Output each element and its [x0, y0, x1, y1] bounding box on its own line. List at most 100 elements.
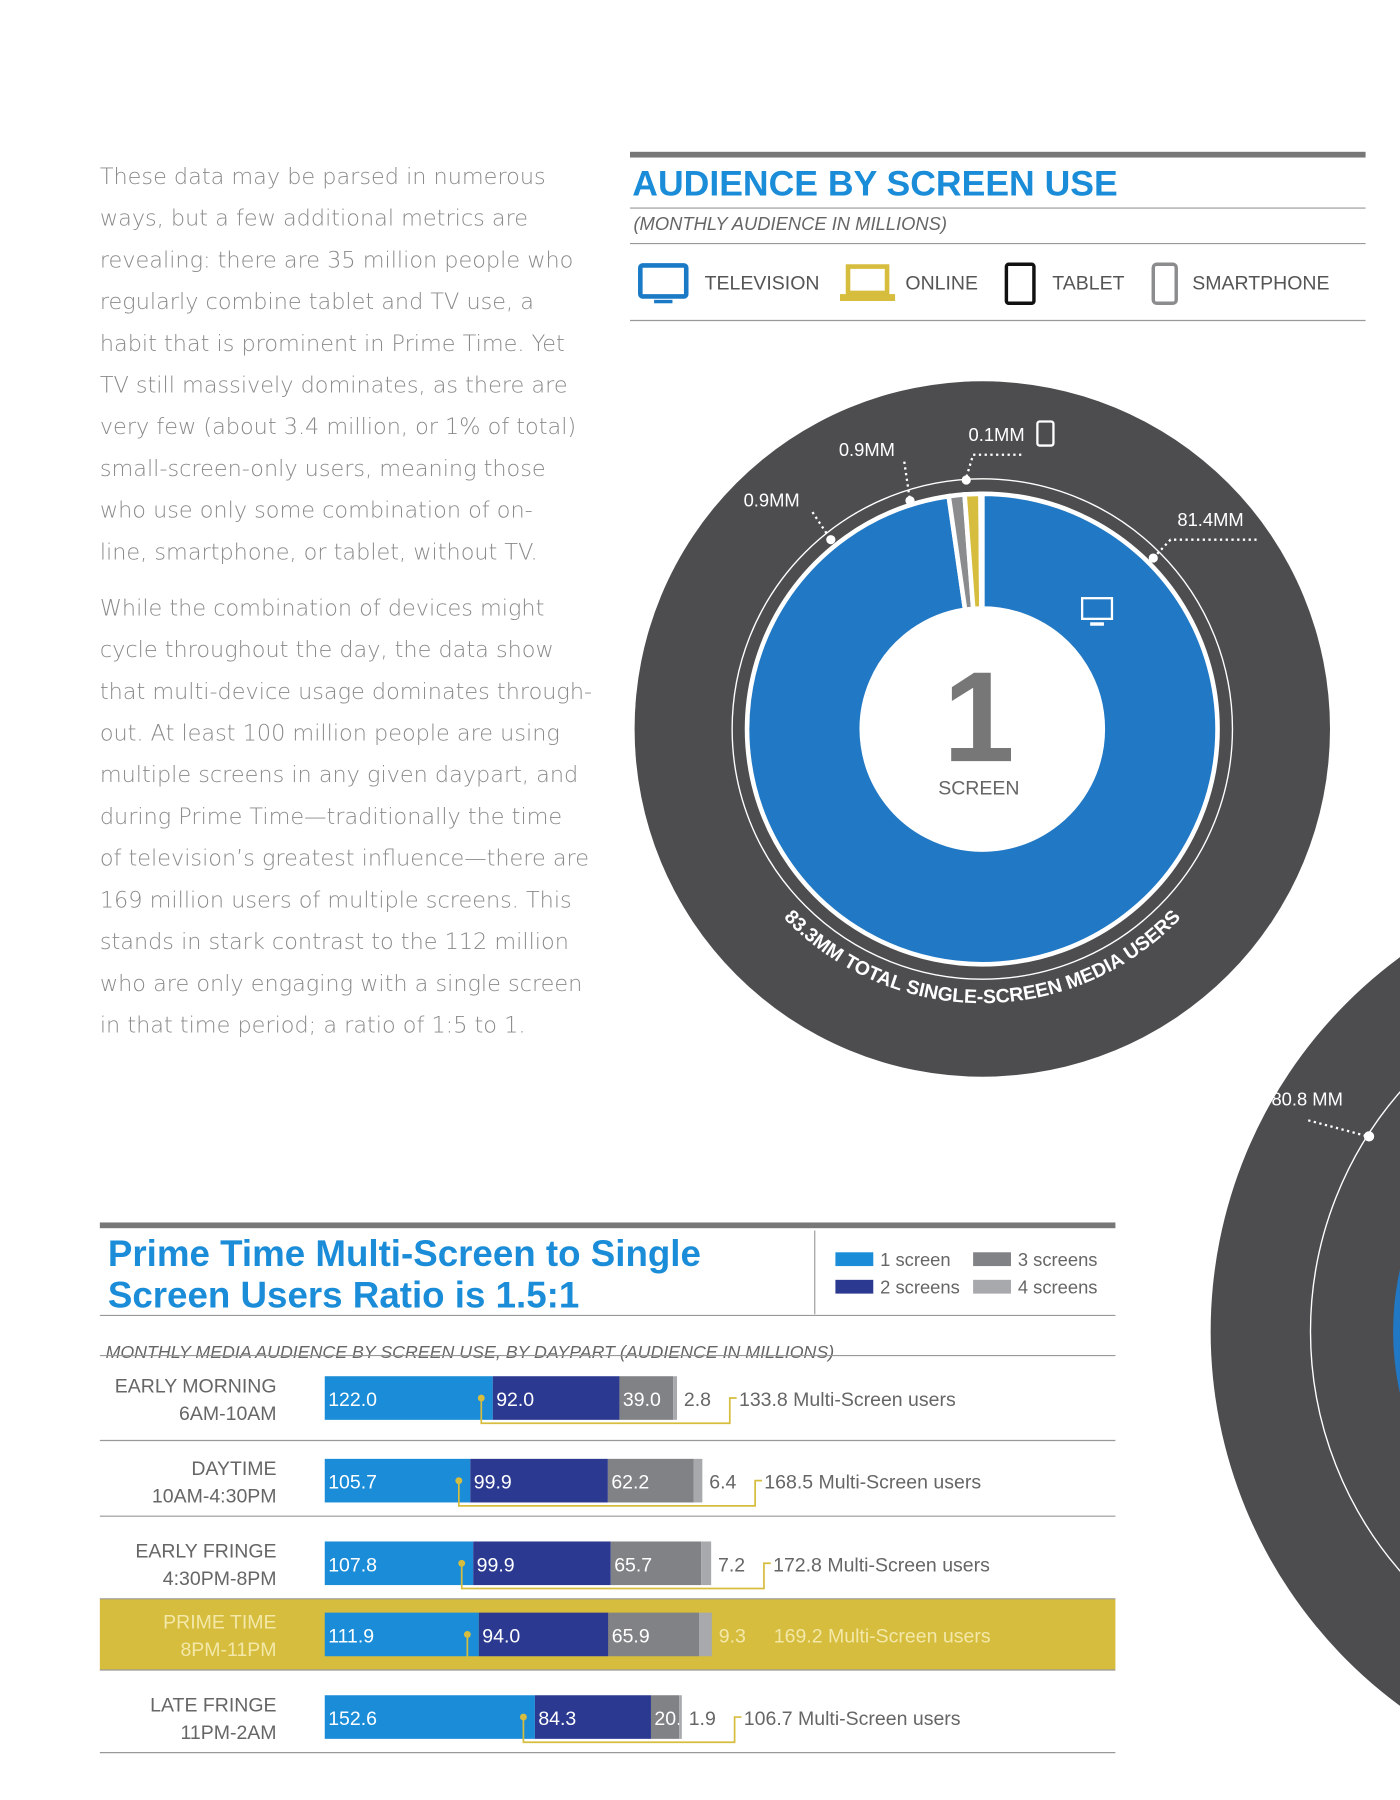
value-label: 84.3 — [538, 1708, 576, 1730]
laptop-icon — [840, 294, 896, 301]
tv-icon — [1090, 622, 1104, 626]
second-blue — [1393, 1269, 1400, 1394]
value-label: 39.0 — [623, 1389, 661, 1411]
category-time: 10AM-4:30PM — [152, 1485, 277, 1507]
body-line: These data may be parsed in numerous — [100, 164, 546, 190]
value-label: 1.9 — [689, 1708, 716, 1730]
center-number: 1 — [943, 646, 1014, 789]
multi-screen-total: 172.8 Multi-Screen users — [773, 1554, 990, 1576]
body-line: out. At least 100 million people are usi… — [100, 721, 560, 747]
value-label: 20.5 — [654, 1708, 692, 1730]
value-label: 7.2 — [718, 1554, 745, 1576]
body-line: revealing: there are 35 million people w… — [100, 247, 574, 273]
body-line: who use only some combination of on- — [100, 498, 533, 524]
center-label: SCREEN — [938, 777, 1019, 799]
bar-segment — [478, 1612, 609, 1657]
value-label: 94.0 — [482, 1625, 520, 1647]
bar-segment — [324, 1695, 535, 1739]
bar-segment — [324, 1376, 493, 1420]
tv-icon — [638, 263, 689, 299]
multi-screen-total: 133.8 Multi-Screen users — [739, 1389, 956, 1411]
connector — [480, 1397, 737, 1425]
laptop-icon — [845, 264, 890, 296]
bar-segment — [473, 1541, 611, 1586]
bar-segment — [324, 1541, 474, 1586]
leader — [965, 453, 1022, 479]
connector-dot — [455, 1477, 463, 1485]
connector-dot — [463, 1630, 471, 1638]
category-label: LATE FRINGE — [150, 1694, 276, 1716]
rule — [630, 151, 1366, 158]
slice-label: 0.1MM — [969, 424, 1025, 445]
body-line: line, smartphone, or tablet, without TV. — [100, 539, 538, 565]
donut-title: AUDIENCE BY SCREEN USE — [632, 163, 1117, 203]
legend-label: SMARTPHONE — [1192, 273, 1329, 295]
body-line: ways, but a few additional metrics are — [100, 206, 528, 232]
leader-dot — [1148, 553, 1158, 563]
leader-dot — [826, 535, 836, 545]
body-line: multiple screens in any given daypart, a… — [100, 762, 578, 788]
tablet-icon — [1004, 262, 1036, 306]
leaders — [811, 420, 1257, 626]
second-inner-ring — [1309, 1091, 1400, 1572]
bar-subtitle: MONTHLY MEDIA AUDIENCE BY SCREEN USE, BY… — [106, 1342, 835, 1362]
bar-segment — [679, 1695, 682, 1739]
leader — [1307, 1119, 1369, 1138]
body-line: stands in stark contrast to the 112 mill… — [100, 929, 569, 955]
tv-icon — [654, 299, 673, 304]
body-line: during Prime Time—traditionally the time — [100, 804, 562, 830]
connector — [522, 1716, 742, 1744]
value-label: 152.6 — [328, 1708, 377, 1730]
leader-dot — [905, 496, 915, 506]
leader — [1152, 538, 1257, 559]
multi-screen-total: 169.2 Multi-Screen users — [774, 1625, 991, 1647]
legend-swatch — [973, 1252, 1011, 1267]
connector-dot — [519, 1713, 527, 1721]
value-label: 105.7 — [328, 1472, 377, 1494]
value-label: 99.9 — [477, 1554, 515, 1576]
body-line: who are only engaging with a single scre… — [100, 971, 583, 997]
body-line: small-screen-only users, meaning those — [100, 456, 546, 482]
bar-title: Screen Users Ratio is 1.5:1 — [108, 1274, 579, 1315]
category-label: DAYTIME — [191, 1458, 276, 1480]
legend-swatch — [835, 1252, 874, 1267]
value-label: 65.7 — [614, 1554, 652, 1576]
bar-segment — [701, 1541, 712, 1586]
legend-label: TABLET — [1052, 273, 1124, 295]
category-time: 8PM-11PM — [180, 1639, 276, 1661]
tablet-icon — [1036, 420, 1055, 447]
legend-swatch — [973, 1279, 1011, 1294]
bar-segment — [610, 1541, 702, 1586]
body-line: habit that is prominent in Prime Time. Y… — [100, 331, 565, 357]
leader-dot — [1363, 1131, 1375, 1142]
category-time: 11PM-2AM — [180, 1722, 276, 1744]
bar-segment — [693, 1458, 703, 1503]
bar-title: Prime Time Multi-Screen to Single — [108, 1233, 701, 1274]
body-line: While the combination of devices might — [100, 595, 545, 621]
legend-label: ONLINE — [905, 273, 978, 295]
value-label: 92.0 — [496, 1389, 534, 1411]
bar-segment — [534, 1695, 651, 1739]
connector — [466, 1633, 772, 1661]
legend-label: 1 screen — [880, 1249, 950, 1270]
bar-segment — [324, 1612, 479, 1657]
bar-segment — [492, 1376, 620, 1420]
connector — [457, 1479, 763, 1507]
second-ring — [1210, 957, 1400, 1706]
value-label: 2.8 — [684, 1389, 711, 1411]
category-label: EARLY FRINGE — [135, 1541, 276, 1563]
category-time: 4:30PM-8PM — [163, 1568, 277, 1590]
phone-icon — [1151, 262, 1178, 306]
slice-label: 0.9MM — [839, 439, 895, 460]
body-line: very few (about 3.4 million, or 1% of to… — [100, 414, 576, 440]
legend-label: 3 screens — [1018, 1249, 1098, 1270]
value-label: 9.3 — [719, 1625, 746, 1647]
bar-segment — [607, 1458, 694, 1503]
inner-ring-line — [731, 478, 1234, 980]
connector — [460, 1562, 771, 1590]
bar-segment — [608, 1612, 700, 1657]
body-line: TV still massively dominates, as there a… — [100, 373, 568, 399]
body-line: 169 million users of multiple screens. T… — [100, 887, 572, 913]
legend-label: 2 screens — [880, 1277, 960, 1298]
bar-segment — [470, 1458, 608, 1503]
